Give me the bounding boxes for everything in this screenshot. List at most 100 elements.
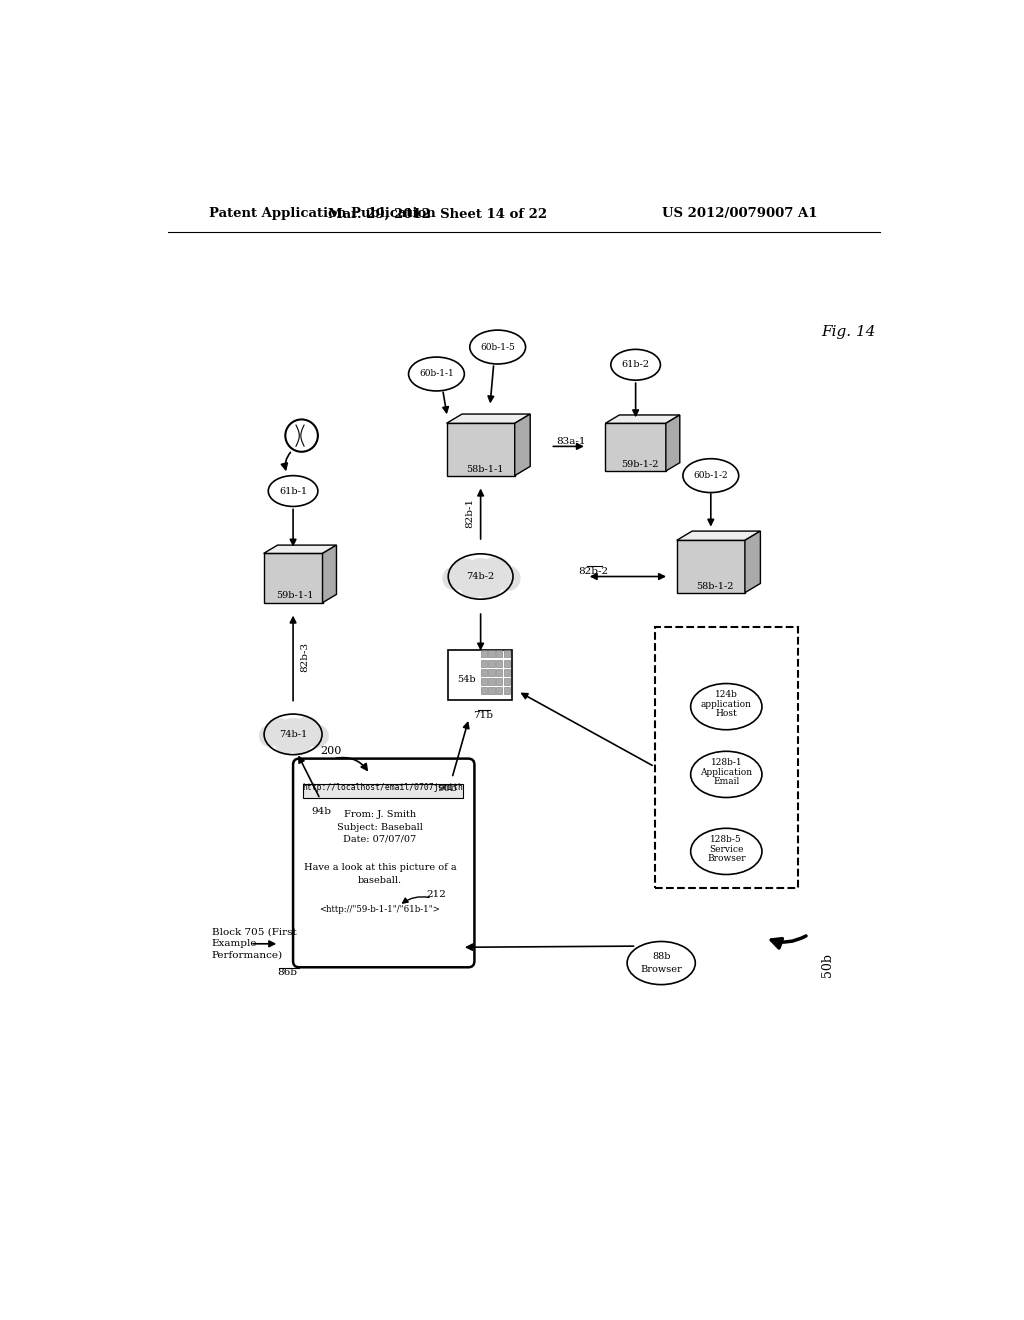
Bar (496, 678, 503, 685)
Text: 61b-2: 61b-2 (622, 360, 649, 370)
Text: Have a look at this picture of a: Have a look at this picture of a (303, 863, 456, 871)
Text: 60b-1-5: 60b-1-5 (480, 343, 515, 351)
FancyBboxPatch shape (654, 627, 798, 888)
Text: 86b: 86b (276, 968, 297, 977)
Polygon shape (677, 531, 761, 540)
Text: Fig. 14: Fig. 14 (821, 325, 877, 339)
Text: Patent Application Publication: Patent Application Publication (209, 207, 436, 220)
Bar (480, 688, 486, 694)
Circle shape (274, 731, 298, 754)
Bar (480, 660, 486, 667)
Text: Example: Example (212, 940, 257, 948)
Polygon shape (263, 545, 337, 553)
Bar (488, 669, 495, 676)
Text: 82b-2: 82b-2 (578, 566, 608, 576)
Text: 58b-1-2: 58b-1-2 (696, 582, 733, 591)
Text: 83a-1: 83a-1 (557, 437, 586, 446)
Bar (496, 651, 503, 657)
Text: 61b-1: 61b-1 (279, 487, 307, 495)
Bar (504, 678, 510, 685)
Text: baseball.: baseball. (357, 875, 402, 884)
Text: application: application (700, 700, 752, 709)
Circle shape (452, 558, 479, 586)
Text: 128b-5: 128b-5 (711, 834, 742, 843)
Text: 128b-1: 128b-1 (711, 758, 742, 767)
Text: 90b: 90b (437, 784, 458, 793)
Text: Date: 07/07/07: Date: 07/07/07 (343, 836, 417, 843)
Text: 50b: 50b (821, 953, 835, 977)
Circle shape (259, 725, 281, 747)
Text: Browser: Browser (707, 854, 745, 863)
Polygon shape (666, 414, 680, 471)
Polygon shape (515, 414, 530, 475)
Polygon shape (605, 424, 666, 471)
Bar (449, 649, 512, 701)
Text: Email: Email (713, 777, 739, 785)
Polygon shape (263, 553, 323, 603)
Polygon shape (677, 540, 744, 593)
FancyBboxPatch shape (303, 784, 463, 797)
Text: Block 705 (First: Block 705 (First (212, 928, 297, 937)
Text: 212: 212 (427, 890, 446, 899)
Text: Host: Host (716, 709, 737, 718)
Text: 60b-1-2: 60b-1-2 (693, 471, 728, 480)
Polygon shape (446, 414, 530, 424)
Bar (504, 688, 510, 694)
Bar (496, 669, 503, 676)
Text: 74b-2: 74b-2 (467, 572, 495, 581)
Circle shape (286, 420, 317, 451)
Bar (488, 678, 495, 685)
Text: Service: Service (709, 845, 743, 854)
Circle shape (294, 717, 319, 743)
Text: Application: Application (700, 768, 753, 776)
Text: 59b-1-1: 59b-1-1 (276, 591, 314, 601)
Bar (488, 651, 495, 657)
Polygon shape (605, 414, 680, 424)
Text: Performance): Performance) (212, 950, 283, 960)
Ellipse shape (409, 356, 464, 391)
Text: From: J. Smith: From: J. Smith (344, 809, 416, 818)
Text: 124b: 124b (715, 690, 737, 698)
Bar (488, 688, 495, 694)
Circle shape (306, 725, 329, 747)
Polygon shape (446, 424, 515, 475)
Circle shape (288, 730, 312, 754)
Text: 200: 200 (321, 746, 342, 756)
Bar (480, 651, 486, 657)
Circle shape (463, 558, 499, 594)
Bar (496, 688, 503, 694)
Text: 82b-3: 82b-3 (300, 643, 309, 672)
Circle shape (475, 572, 502, 599)
Circle shape (495, 566, 520, 591)
Polygon shape (323, 545, 337, 603)
Ellipse shape (690, 829, 762, 875)
Text: 88b: 88b (652, 953, 671, 961)
Text: <http://"59-b-1-1"/"61b-1">: <http://"59-b-1-1"/"61b-1"> (319, 906, 440, 913)
FancyBboxPatch shape (293, 759, 474, 968)
Bar (504, 660, 510, 667)
Bar (480, 678, 486, 685)
Text: 71b: 71b (473, 711, 493, 721)
Polygon shape (744, 531, 761, 593)
Bar (480, 669, 486, 676)
Circle shape (267, 718, 292, 742)
Bar (504, 669, 510, 676)
Text: Browser: Browser (640, 965, 682, 974)
Circle shape (276, 718, 309, 751)
Bar (504, 651, 510, 657)
Text: 60b-1-1: 60b-1-1 (419, 370, 454, 379)
Text: 59b-1-2: 59b-1-2 (621, 459, 658, 469)
Text: http://localhost/email/0707jsmith: http://localhost/email/0707jsmith (302, 783, 463, 792)
Ellipse shape (268, 475, 317, 507)
Ellipse shape (470, 330, 525, 364)
Text: Mar. 29, 2012  Sheet 14 of 22: Mar. 29, 2012 Sheet 14 of 22 (329, 207, 548, 220)
Text: 94b: 94b (311, 807, 332, 816)
Ellipse shape (611, 350, 660, 380)
Text: 54b: 54b (458, 676, 476, 684)
Circle shape (481, 557, 511, 586)
Circle shape (442, 566, 467, 590)
Ellipse shape (627, 941, 695, 985)
Ellipse shape (690, 684, 762, 730)
Ellipse shape (683, 458, 738, 492)
Ellipse shape (690, 751, 762, 797)
